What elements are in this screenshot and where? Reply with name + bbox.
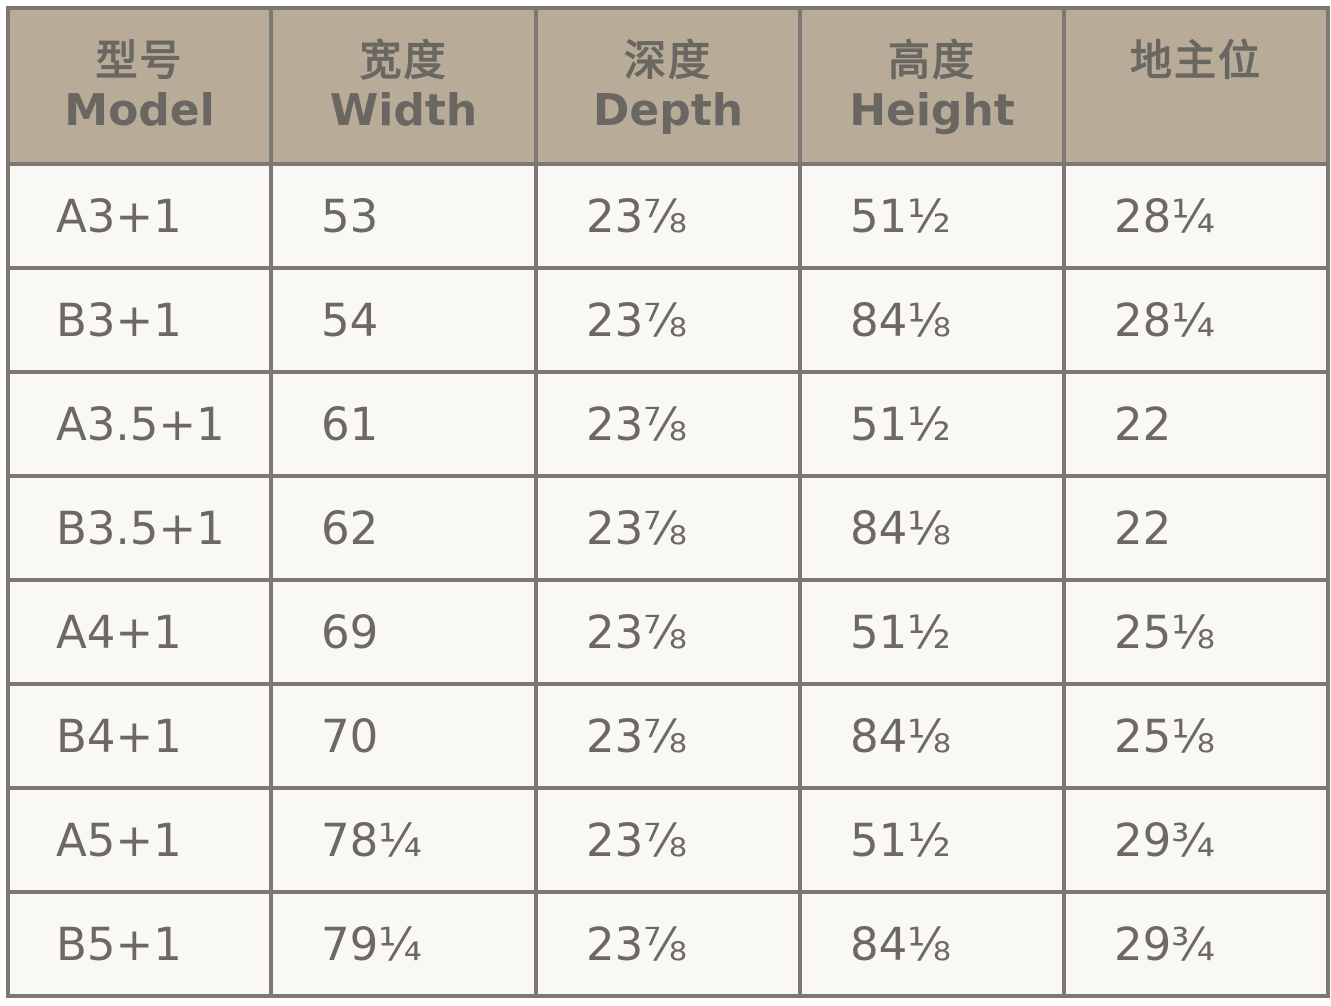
cell-width: 70 <box>269 682 538 790</box>
cell-depth: 23⅞ <box>534 474 802 582</box>
cell-height: 51½ <box>798 786 1066 894</box>
table-row: B5+1 79¼ 23⅞ 84⅛ 29¾ <box>6 890 1330 998</box>
cell-height: 84⅛ <box>798 682 1066 790</box>
cell-altar-position: 29¾ <box>1062 890 1330 998</box>
cell-model: B5+1 <box>6 890 273 998</box>
table-header: 型号 Model 宽度 Width 深度 Depth 高度 Heig <box>6 6 1330 166</box>
cell-height: 51½ <box>798 162 1066 270</box>
cell-width: 54 <box>269 266 538 374</box>
cell-height: 84⅛ <box>798 266 1066 374</box>
cell-model: A3.5+1 <box>6 370 273 478</box>
header-depth: 深度 Depth <box>534 6 802 166</box>
cell-altar-position: 22 <box>1062 474 1330 582</box>
cell-altar-position: 22 <box>1062 370 1330 478</box>
cell-model: B3+1 <box>6 266 273 374</box>
header-altar-position-zh: 地主位 <box>1129 36 1262 85</box>
header-width: 宽度 Width <box>269 6 538 166</box>
header-width-zh: 宽度 <box>359 36 448 85</box>
cell-altar-position: 29¾ <box>1062 786 1330 894</box>
cell-height: 84⅛ <box>798 474 1066 582</box>
cell-model: B4+1 <box>6 682 273 790</box>
cell-altar-position: 25⅛ <box>1062 578 1330 686</box>
header-depth-en: Depth <box>592 85 744 136</box>
dimensions-table: 型号 Model 宽度 Width 深度 Depth 高度 Heig <box>6 6 1330 998</box>
cell-altar-position: 28¼ <box>1062 266 1330 374</box>
cell-depth: 23⅞ <box>534 370 802 478</box>
cell-altar-position: 25⅛ <box>1062 682 1330 790</box>
table-row: B4+1 70 23⅞ 84⅛ 25⅛ <box>6 682 1330 790</box>
cell-model: A4+1 <box>6 578 273 686</box>
header-width-en: Width <box>329 85 478 136</box>
table-row: A5+1 78¼ 23⅞ 51½ 29¾ <box>6 786 1330 894</box>
cell-model: B3.5+1 <box>6 474 273 582</box>
cell-model: A3+1 <box>6 162 273 270</box>
header-depth-zh: 深度 <box>623 36 712 85</box>
header-model-zh: 型号 <box>95 36 184 85</box>
cell-width: 53 <box>269 162 538 270</box>
header-model-en: Model <box>64 85 215 136</box>
cell-depth: 23⅞ <box>534 266 802 374</box>
cell-height: 84⅛ <box>798 890 1066 998</box>
cell-width: 78¼ <box>269 786 538 894</box>
header-height-en: Height <box>849 85 1015 136</box>
table-row: B3.5+1 62 23⅞ 84⅛ 22 <box>6 474 1330 582</box>
header-height: 高度 Height <box>798 6 1066 166</box>
cell-width: 69 <box>269 578 538 686</box>
table-row: B3+1 54 23⅞ 84⅛ 28¼ <box>6 266 1330 374</box>
cell-depth: 23⅞ <box>534 786 802 894</box>
table-row: A3.5+1 61 23⅞ 51½ 22 <box>6 370 1330 478</box>
table-body: A3+1 53 23⅞ 51½ 28¼ B3+1 54 23⅞ 84⅛ 28¼ A3.5+1 61 23… <box>6 162 1330 998</box>
table-row: A3+1 53 23⅞ 51½ 28¼ <box>6 162 1330 270</box>
cell-depth: 23⅞ <box>534 162 802 270</box>
header-height-zh: 高度 <box>887 36 976 85</box>
table-row: A4+1 69 23⅞ 51½ 25⅛ <box>6 578 1330 686</box>
header-model: 型号 Model <box>6 6 273 166</box>
header-row: 型号 Model 宽度 Width 深度 Depth 高度 Heig <box>6 6 1330 166</box>
cell-height: 51½ <box>798 370 1066 478</box>
cell-altar-position: 28¼ <box>1062 162 1330 270</box>
cell-depth: 23⅞ <box>534 578 802 686</box>
cell-model: A5+1 <box>6 786 273 894</box>
cell-width: 62 <box>269 474 538 582</box>
cell-width: 61 <box>269 370 538 478</box>
cell-depth: 23⅞ <box>534 890 802 998</box>
cell-width: 79¼ <box>269 890 538 998</box>
header-altar-position: 地主位 <box>1062 6 1330 166</box>
cell-depth: 23⅞ <box>534 682 802 790</box>
cell-height: 51½ <box>798 578 1066 686</box>
